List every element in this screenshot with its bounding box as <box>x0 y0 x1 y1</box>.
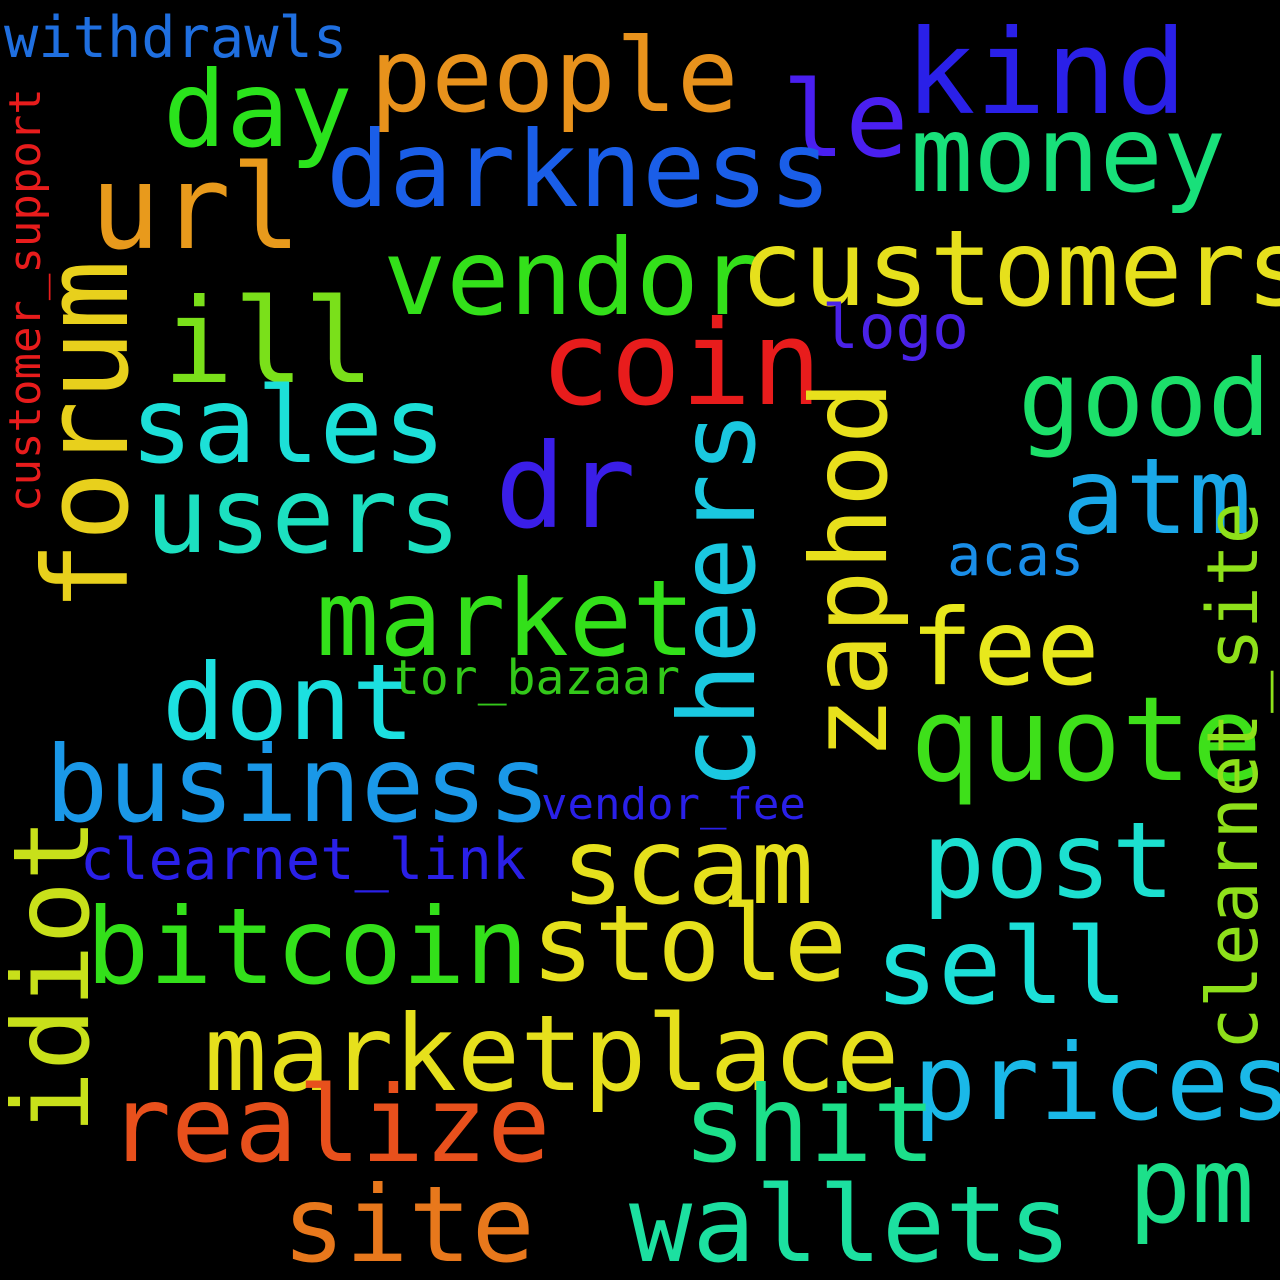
word-vendor-fee: vendor_fee <box>541 779 806 830</box>
word-day: day <box>163 49 353 171</box>
word-sell: sell <box>875 906 1128 1028</box>
word-scam: scam <box>561 806 814 928</box>
word-customers: customers <box>740 208 1280 330</box>
word-pm: pm <box>1128 1125 1255 1247</box>
word-clearnet-link: clearnet_link <box>80 827 527 893</box>
word-cheers: cheers <box>657 410 779 790</box>
word-bitcoin: bitcoin <box>86 886 529 1008</box>
word-idiot: idiot <box>0 817 113 1134</box>
word-le: le <box>782 59 909 181</box>
word-market: market <box>316 558 696 680</box>
word-zaphod: zaphod <box>789 380 911 760</box>
word-stole: stole <box>531 883 848 1005</box>
word-acas: acas <box>947 523 1085 589</box>
word-people: people <box>370 17 739 136</box>
word-shit: shit <box>683 1064 936 1186</box>
word-ill: ill <box>163 273 375 410</box>
word-atm: atm <box>1062 436 1252 558</box>
word-good: good <box>1018 338 1271 460</box>
word-prices: prices <box>913 1022 1280 1144</box>
word-url: url <box>90 139 302 276</box>
word-forum: forum <box>18 259 155 612</box>
word-sales: sales <box>130 365 447 487</box>
word-site: site <box>282 1164 535 1280</box>
word-tor-bazaar: tor_bazaar <box>391 650 680 706</box>
word-kind: kind <box>905 4 1187 141</box>
word-marketplace: marketplace <box>204 993 900 1115</box>
word-logo: logo <box>822 292 969 363</box>
word-post: post <box>922 800 1175 922</box>
word-darkness: darkness <box>326 109 832 231</box>
word-business: business <box>45 724 551 846</box>
word-wallets: wallets <box>629 1164 1072 1280</box>
word-users: users <box>145 455 462 577</box>
word-coin: coin <box>540 295 822 432</box>
word-quote: quote <box>910 671 1263 808</box>
word-dr: dr <box>495 418 636 555</box>
word-withdrawls: withdrawls <box>4 5 348 71</box>
word-money: money <box>910 94 1227 216</box>
word-dont: dont <box>162 642 415 764</box>
word-vendor: vendor <box>383 217 763 339</box>
word-realize: realize <box>108 1064 551 1186</box>
word-clearnet-site: clearnet_site <box>1192 502 1274 1050</box>
word-fee: fee <box>910 587 1100 709</box>
